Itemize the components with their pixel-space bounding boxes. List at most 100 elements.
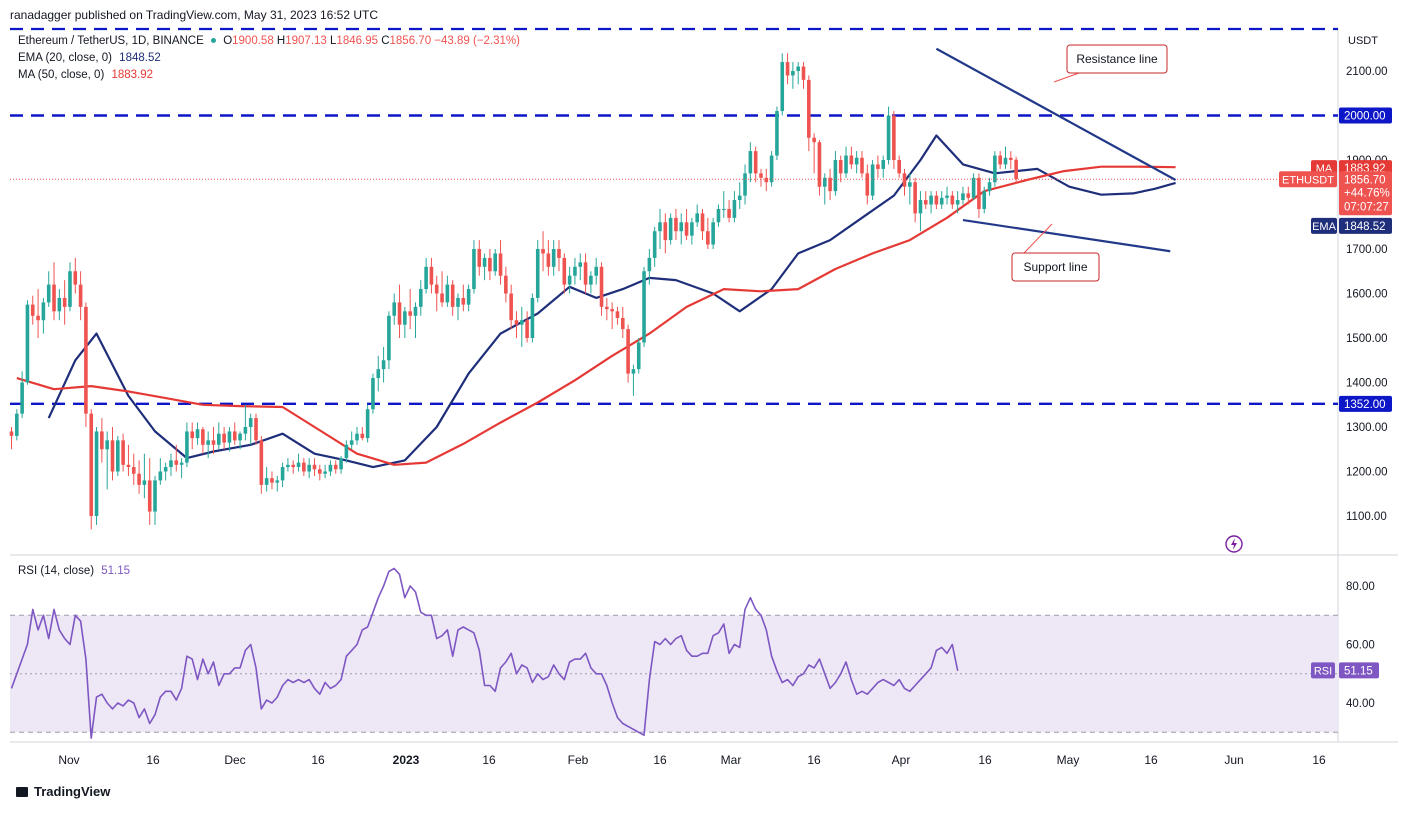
candle-body	[955, 200, 960, 205]
tradingview-footer[interactable]: TradingView	[16, 784, 110, 799]
candle-body	[222, 433, 226, 443]
candle-body	[429, 266, 434, 285]
candle-body	[349, 440, 354, 445]
candle-body	[461, 297, 466, 305]
flash-alert-icon[interactable]	[1225, 535, 1243, 553]
candle-body	[147, 480, 152, 512]
candle-body	[195, 429, 200, 439]
candle-body	[759, 173, 763, 178]
candle-body	[695, 213, 699, 223]
candle-body	[482, 257, 487, 267]
candle-body	[897, 160, 901, 174]
candle-body	[387, 315, 391, 361]
candle-body	[727, 208, 731, 218]
resistance-callout-pointer	[1053, 72, 1080, 83]
candle-body	[817, 142, 822, 187]
flash-bolt-icon	[1231, 538, 1237, 550]
candle-body	[557, 249, 561, 258]
ethusdt-change: +44.76%	[1344, 187, 1390, 199]
ohlc-change: −43.89 (−2.31%)	[434, 35, 520, 47]
candle-body	[179, 462, 184, 465]
time-tick-label: Jun	[1224, 753, 1243, 767]
candle-body	[881, 160, 886, 169]
candles	[9, 53, 1018, 530]
candle-body	[923, 200, 928, 205]
candle-body	[620, 317, 625, 330]
candle-body	[987, 182, 992, 192]
candle-body	[706, 231, 710, 245]
ethusdt-value-bg	[1339, 171, 1392, 216]
candle-body	[530, 297, 535, 338]
candle-body	[1003, 157, 1008, 165]
resistance-trend-line[interactable]	[935, 47, 1177, 181]
resistance-callout[interactable]: Resistance line	[1053, 44, 1168, 83]
horizontal-level-label: 1352.00	[1344, 399, 1386, 411]
ma-legend-label: MA (50, close, 0)	[18, 69, 105, 81]
rsi-tick-label: 60.00	[1346, 640, 1375, 652]
candle-body	[78, 284, 83, 307]
candle-body	[854, 157, 859, 165]
candle-body	[466, 289, 471, 305]
resistance-callout-box	[1066, 44, 1168, 74]
candle-body	[392, 302, 397, 316]
candle-body	[892, 115, 896, 160]
candle-body	[961, 193, 965, 201]
candle-body	[264, 478, 269, 485]
candle-body	[450, 284, 455, 307]
candle-body	[1014, 159, 1018, 180]
ohlc-open: 1900.58	[232, 35, 274, 47]
candle-body	[1009, 157, 1013, 160]
candle-body	[488, 257, 492, 272]
time-tick-label: 2023	[393, 753, 420, 767]
ma-legend[interactable]: MA (50, close, 0) 1883.92	[18, 69, 153, 81]
candle-body	[934, 195, 939, 205]
candle-body	[504, 275, 508, 294]
candle-body	[801, 66, 806, 80]
candle-body	[594, 266, 599, 276]
candle-body	[110, 440, 115, 472]
ohlc-c-label: C	[381, 35, 390, 47]
candle-body	[41, 302, 46, 321]
candle-body	[291, 464, 296, 468]
candle-body	[519, 320, 524, 325]
price-tick-label: 1700.00	[1346, 244, 1388, 256]
candle-body	[828, 177, 832, 192]
candle-body	[158, 471, 163, 481]
ema-price-tag-name: EMA	[1312, 221, 1337, 233]
candle-body	[780, 62, 785, 112]
candle-body	[551, 249, 556, 267]
support-callout[interactable]: Support line	[1011, 223, 1100, 282]
rsi-tick-label: 80.00	[1346, 581, 1375, 593]
candle-body	[785, 62, 790, 76]
time-tick-label: Feb	[568, 753, 589, 767]
candle-body	[36, 315, 40, 321]
symbol-legend: Ethereum / TetherUS, 1D, BINANCE O1900.5…	[18, 35, 520, 47]
candle-body	[658, 222, 662, 232]
candle-body	[201, 429, 205, 445]
time-tick-label: 16	[978, 753, 992, 767]
ohlc-o-label: O	[223, 35, 233, 47]
candle-body	[610, 309, 614, 312]
support-trend-line[interactable]	[962, 218, 1171, 253]
candle-body	[280, 467, 285, 481]
candle-body	[674, 217, 678, 232]
candle-body	[174, 460, 179, 465]
candle-body	[663, 222, 668, 241]
candle-body	[589, 275, 593, 285]
candle-body	[578, 262, 583, 267]
candle-body	[966, 193, 971, 198]
candle-body	[62, 297, 67, 307]
candle-body	[100, 431, 104, 450]
candle-body	[567, 275, 572, 285]
candle-body	[615, 311, 620, 318]
rsi-legend[interactable]: RSI (14, close) 51.15	[18, 565, 130, 577]
candle-body	[397, 302, 402, 325]
candle-body	[20, 382, 24, 414]
candle-body	[684, 222, 689, 236]
ema-legend[interactable]: EMA (20, close, 0) 1848.52	[18, 52, 161, 64]
candle-body	[541, 249, 545, 254]
candle-body	[121, 440, 125, 465]
candle-body	[902, 173, 907, 187]
